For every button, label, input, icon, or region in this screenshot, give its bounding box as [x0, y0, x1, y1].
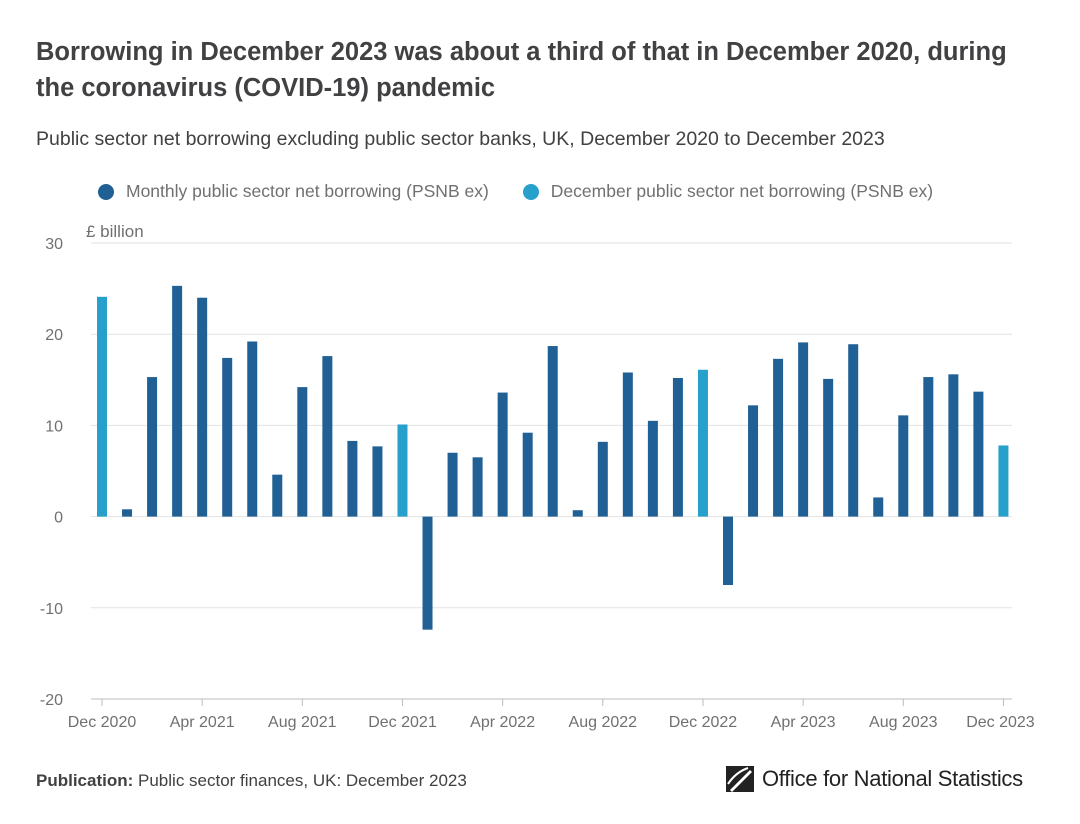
bar-monthly[interactable]	[798, 342, 809, 517]
y-tick-label: 30	[45, 236, 63, 253]
chart-subtitle: Public sector net borrowing excluding pu…	[36, 128, 885, 150]
bar-monthly[interactable]	[222, 357, 233, 517]
bar-monthly[interactable]	[748, 405, 759, 517]
bar-monthly[interactable]	[948, 374, 959, 517]
x-tick-label: Aug 2021	[268, 714, 337, 731]
legend-item-monthly: Monthly public sector net borrowing (PSN…	[98, 181, 489, 202]
bar-monthly[interactable]	[297, 387, 308, 517]
y-tick-label: 0	[54, 510, 63, 527]
bar-monthly[interactable]	[647, 420, 658, 517]
y-tick-label: -20	[40, 692, 63, 709]
bar-monthly[interactable]	[247, 341, 258, 517]
publication-label: Publication:	[36, 771, 134, 790]
bar-monthly[interactable]	[823, 378, 834, 517]
x-tick-label: Apr 2021	[170, 714, 235, 731]
legend-label-december: December public sector net borrowing (PS…	[550, 181, 934, 201]
bar-monthly[interactable]	[472, 457, 483, 517]
legend-swatch-monthly	[98, 183, 114, 200]
bar-december[interactable]	[397, 424, 408, 517]
bar-monthly[interactable]	[547, 346, 558, 517]
bar-monthly[interactable]	[672, 377, 683, 517]
ons-logo-mark-icon	[726, 766, 754, 792]
bar-monthly[interactable]	[898, 415, 909, 517]
bar-monthly[interactable]	[372, 446, 383, 517]
bar-monthly[interactable]	[147, 377, 158, 517]
bars	[97, 285, 1009, 630]
legend-label-monthly: Monthly public sector net borrowing (PSN…	[126, 181, 489, 201]
bar-monthly[interactable]	[622, 372, 633, 517]
legend-item-december: December public sector net borrowing (PS…	[522, 181, 934, 202]
x-tick-label: Apr 2023	[771, 714, 836, 731]
bar-monthly[interactable]	[522, 432, 533, 517]
bar-monthly[interactable]	[597, 441, 608, 517]
bar-monthly[interactable]	[322, 356, 333, 517]
bar-monthly[interactable]	[572, 510, 583, 517]
y-axis: 30 20 10 0 -10 -20	[40, 236, 63, 709]
x-tick-label: Dec 2023	[966, 714, 1035, 731]
ons-logo-text: Office for National Statistics	[762, 766, 1023, 791]
bar-december[interactable]	[697, 369, 708, 517]
chart-title: Borrowing in December 2023 was about a t…	[36, 38, 1007, 102]
x-tick-label: Dec 2021	[368, 714, 437, 731]
bar-december[interactable]	[97, 296, 107, 517]
bar-monthly[interactable]	[973, 391, 984, 517]
publication-link[interactable]: Public sector finances, UK: December 202…	[138, 771, 467, 790]
legend: Monthly public sector net borrowing (PSN…	[98, 181, 967, 202]
ons-logo: Office for National Statistics	[726, 764, 1023, 794]
bar-monthly[interactable]	[422, 516, 433, 630]
bar-monthly[interactable]	[447, 452, 458, 517]
bar-monthly[interactable]	[497, 392, 508, 517]
bar-monthly[interactable]	[347, 440, 358, 517]
bar-monthly[interactable]	[172, 285, 183, 517]
y-axis-label: £ billion	[86, 222, 144, 241]
x-tick-label: Apr 2022	[470, 714, 535, 731]
bar-monthly[interactable]	[773, 358, 784, 517]
bar-monthly[interactable]	[873, 497, 884, 517]
bar-monthly[interactable]	[923, 377, 934, 517]
legend-swatch-december	[522, 183, 539, 200]
x-tick-label: Dec 2022	[669, 714, 738, 731]
bar-monthly[interactable]	[848, 344, 859, 517]
y-tick-label: 10	[45, 418, 63, 435]
bar-monthly[interactable]	[197, 297, 208, 517]
bar-chart: £ billion Dec 2020 Apr 2021 Aug 2021 Dec 20…	[40, 222, 1035, 731]
footer-publication: Publication: Public sector finances, UK:…	[36, 771, 467, 791]
x-axis: Dec 2020 Apr 2021 Aug 2021 Dec 2021 Apr 2022…	[68, 699, 1035, 731]
x-tick-label: Aug 2022	[569, 714, 638, 731]
bar-monthly[interactable]	[122, 509, 133, 517]
bar-monthly[interactable]	[723, 516, 733, 585]
y-tick-label: 20	[45, 327, 63, 344]
x-tick-label: Aug 2023	[869, 714, 938, 731]
y-tick-label: -10	[40, 601, 63, 618]
bar-monthly[interactable]	[272, 474, 283, 517]
bar-december[interactable]	[998, 445, 1009, 517]
x-tick-label: Dec 2020	[68, 714, 137, 731]
